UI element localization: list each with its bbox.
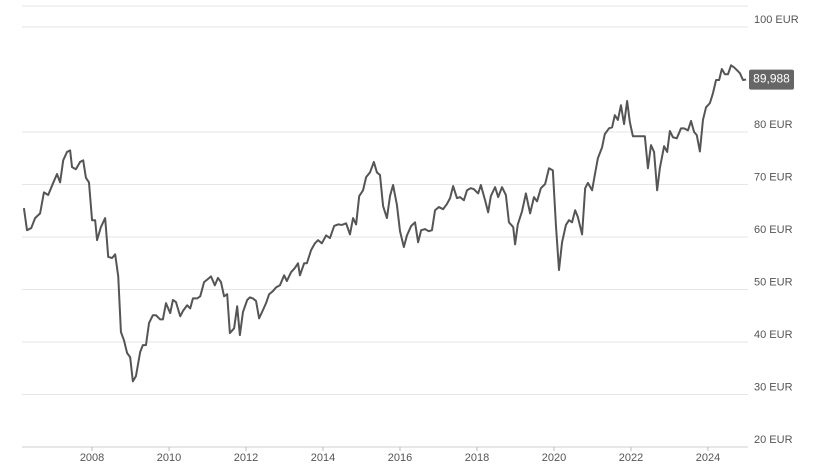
price-label-box: [749, 69, 794, 90]
y-tick-label: 20 EUR: [754, 434, 793, 446]
x-tick-label: 2014: [311, 452, 335, 464]
y-tick-label: 70 EUR: [754, 171, 793, 183]
y-tick-label: 50 EUR: [754, 276, 793, 288]
y-tick-label: 30 EUR: [754, 381, 793, 393]
x-tick-label: 2024: [696, 452, 720, 464]
x-tick-label: 2018: [465, 452, 489, 464]
y-tick-label: 80 EUR: [754, 119, 793, 131]
price-label: 89,988: [753, 72, 790, 86]
y-tick-label: 40 EUR: [754, 329, 793, 341]
x-tick-label: 2022: [619, 452, 643, 464]
x-tick-label: 2012: [234, 452, 258, 464]
x-tick-label: 2016: [388, 452, 412, 464]
y-tick-label: 60 EUR: [754, 224, 793, 236]
price-line: [22, 64, 747, 383]
x-tick-label: 2008: [80, 452, 104, 464]
y-tick-label: 100 EUR: [754, 14, 799, 26]
x-tick-label: 2010: [157, 452, 181, 464]
x-tick-label: 2020: [542, 452, 566, 464]
